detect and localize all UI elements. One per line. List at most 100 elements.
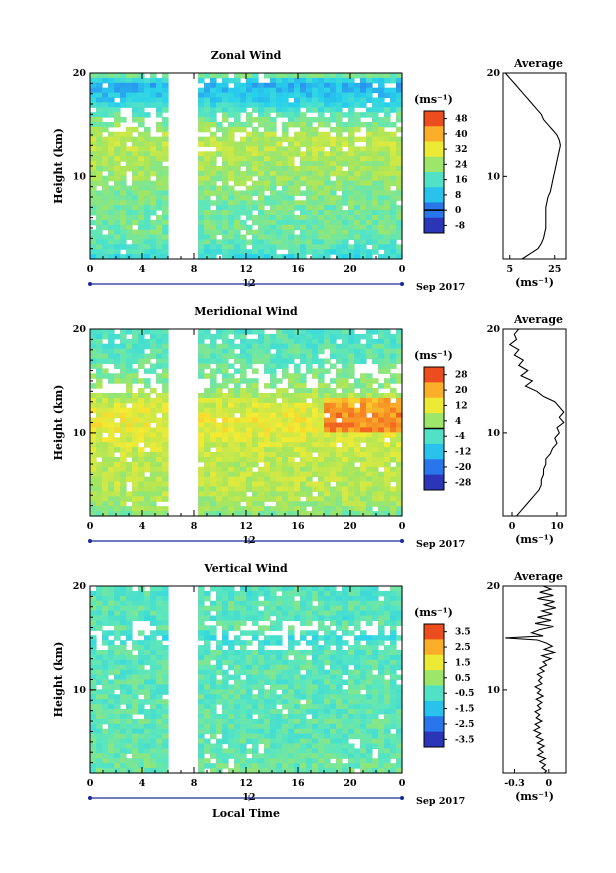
heatmap-cell: [156, 447, 163, 453]
heatmap-cell: [114, 600, 121, 607]
heatmap-cell: [222, 205, 229, 211]
heatmap-cell: [162, 97, 169, 103]
heatmap-cell: [264, 358, 271, 365]
heatmap-cell: [102, 452, 109, 458]
heatmap-cell: [222, 136, 229, 143]
heatmap-cell: [156, 733, 163, 740]
heatmap-cell: [96, 234, 103, 241]
heatmap-cell: [282, 610, 289, 617]
heatmap-cell: [300, 348, 307, 355]
heatmap-cell: [264, 689, 271, 695]
heatmap-cell: [264, 210, 271, 216]
heatmap-cell: [348, 244, 355, 250]
heatmap-cell: [324, 704, 331, 710]
heatmap-cell: [108, 506, 115, 512]
heatmap-cell: [246, 728, 253, 735]
heatmap-cell: [222, 476, 229, 483]
heatmap-cell: [210, 112, 217, 118]
heatmap-cell: [354, 224, 361, 231]
heatmap-cell: [102, 348, 109, 355]
heatmap-cell: [390, 456, 397, 463]
heatmap-cell: [216, 348, 223, 355]
heatmap-cell: [288, 723, 295, 730]
heatmap-cell: [288, 684, 295, 690]
heatmap-cell: [258, 87, 265, 94]
heatmap-cell: [378, 254, 385, 260]
heatmap-cell: [144, 195, 151, 201]
heatmap-cell: [360, 615, 367, 622]
heatmap-cell: [108, 136, 115, 143]
heatmap-cell: [276, 466, 283, 473]
heatmap-cell: [120, 417, 127, 424]
heatmap-cell: [204, 166, 211, 172]
heatmap-cell: [156, 684, 163, 690]
heatmap-cell: [156, 471, 163, 478]
heatmap-cell: [240, 456, 247, 463]
heatmap-cell: [282, 205, 289, 211]
heatmap-cell: [276, 625, 283, 631]
heatmap-cell: [246, 353, 253, 360]
heatmap-cell: [312, 190, 319, 196]
heatmap-cell: [258, 486, 265, 492]
heatmap-cell: [366, 77, 373, 84]
heatmap-cell: [282, 388, 289, 394]
heatmap-cell: [282, 358, 289, 365]
heatmap-cell: [144, 481, 151, 488]
heatmap-cell: [318, 77, 325, 84]
heatmap-cell: [210, 107, 217, 113]
heatmap-cell: [138, 348, 145, 355]
heatmap-cell: [318, 595, 325, 602]
heatmap-cell: [372, 412, 379, 419]
heatmap-cell: [258, 679, 265, 686]
heatmap-cell: [294, 437, 301, 443]
heatmap-cell: [378, 82, 385, 89]
heatmap-cell: [150, 244, 157, 250]
heatmap-cell: [252, 496, 259, 502]
heatmap-cell: [120, 166, 127, 172]
heatmap-cell: [132, 417, 139, 424]
heatmap-cell: [204, 595, 211, 602]
heatmap-cell: [318, 625, 325, 631]
heatmap-cell: [252, 348, 259, 355]
heatmap-cell: [240, 595, 247, 602]
heatmap-cell: [264, 87, 271, 94]
heatmap-cell: [378, 166, 385, 172]
heatmap-cell: [108, 511, 115, 517]
heatmap-cell: [198, 511, 205, 517]
heatmap-cell: [330, 466, 337, 473]
heatmap-cell: [324, 466, 331, 473]
heatmap-cell: [354, 166, 361, 172]
heatmap-cell: [234, 625, 241, 631]
heatmap-cell: [120, 501, 127, 507]
heatmap-cell: [102, 506, 109, 512]
heatmap-cell: [336, 210, 343, 216]
heatmap-cell: [264, 452, 271, 458]
heatmap-cell: [150, 452, 157, 458]
heatmap-cell: [258, 239, 265, 245]
heatmap-cell: [228, 422, 235, 429]
heatmap-cell: [90, 447, 97, 453]
heatmap-cell: [288, 156, 295, 162]
heatmap-cell: [90, 728, 97, 735]
heatmap-cell: [198, 471, 205, 478]
heatmap-cell: [288, 586, 295, 592]
heatmap-cell: [288, 733, 295, 740]
heatmap-cell: [204, 625, 211, 631]
heatmap-cell: [330, 763, 337, 769]
heatmap-cell: [384, 768, 391, 774]
heatmap-cell: [360, 383, 367, 389]
heatmap-cell: [228, 620, 235, 626]
heatmap-cell: [276, 768, 283, 774]
heatmap-cell: [252, 461, 259, 468]
heatmap-cell: [114, 768, 121, 774]
heatmap-cell: [288, 689, 295, 695]
heatmap-cell: [300, 126, 307, 133]
heatmap-cell: [222, 615, 229, 622]
heatmap-cell: [318, 738, 325, 745]
heatmap-cell: [228, 146, 235, 152]
heatmap-cell: [144, 476, 151, 483]
heatmap-cell: [288, 481, 295, 488]
heatmap-cell: [384, 244, 391, 250]
